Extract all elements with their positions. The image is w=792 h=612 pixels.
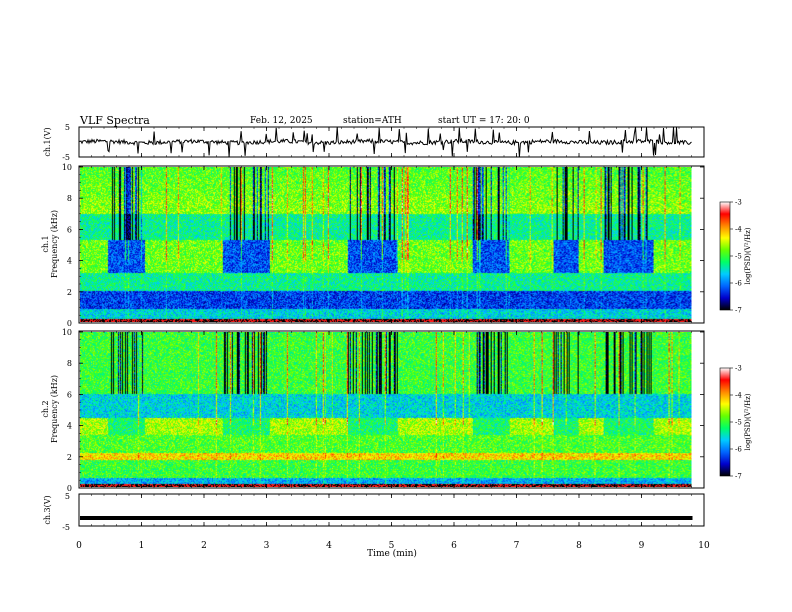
y-tick-label: 2 [67,288,72,297]
ch2-colorbar-gradient [719,367,731,477]
y-tick-label: 4 [67,422,72,431]
y-tick-label: 10 [62,328,72,337]
colorbar-tick-label: -7 [735,473,742,481]
ch1-waveform-line [78,126,692,157]
ch2-spec-ylabel-line1: ch.2 [41,400,50,417]
ch3-ytick-bottom: -5 [62,523,70,532]
y-tick-label: 10 [62,163,72,172]
y-tick-label: 6 [67,390,72,399]
ch3-waveform-panel: 5 -5 ch.3(V) [43,492,705,532]
y-tick-label: 0 [67,484,72,493]
ch1-colorbar-gradient [719,201,731,311]
ch1-colorbar-label: log(PSD)(V²/Hz) [744,227,752,284]
ch1-ytick-top: 5 [65,123,70,132]
ch3-ytick-top: 5 [65,492,70,501]
figure-station: station=ATH [343,116,402,126]
ch1-spectrogram-image [80,167,692,322]
x-tick-label: 7 [514,541,520,551]
x-tick-label: 3 [264,541,270,551]
ch1-waveform-panel: 5 -5 ch.1(V) [43,123,705,162]
colorbar-tick-label: -4 [735,226,742,234]
ch3-ylabel: ch.3(V) [43,495,52,524]
colorbar-tick-label: -7 [735,307,742,315]
ch1-spec-ylabel-line2: Frequency (kHz) [50,210,59,278]
y-tick-label: 6 [67,225,72,234]
ch1-spec-ylabel-line1: ch.1 [41,235,50,252]
y-tick-label: 8 [67,194,72,203]
ch1-spectrogram-panel: 0 2 4 6 8 10 ch.1 Frequency (kHz) [41,163,705,328]
x-tick-label: 0 [76,541,82,551]
ch3-waveform-frame [78,493,705,527]
ch2-spectrogram-panel: 0 2 4 6 8 10 ch.2 Frequency (kHz) [41,328,705,493]
figure-start-time: start UT = 17: 20: 0 [438,116,530,126]
ch2-colorbar-label: log(PSD)(V²/Hz) [744,393,752,450]
y-tick-label: 2 [67,453,72,462]
y-tick-label: 8 [67,359,72,368]
ch1-ytick-bottom: -5 [62,153,70,162]
ch1-ylabel: ch.1(V) [43,127,52,156]
colorbar-tick-label: -6 [735,446,742,454]
colorbar-tick-label: -5 [735,253,742,261]
ch2-colorbar: -3 -4 -5 -6 -7 log(PSD)(V²/Hz) [719,365,752,481]
ch3-waveform-line [80,516,693,520]
y-tick-label: 4 [67,257,72,266]
x-tick-label: 2 [201,541,207,551]
x-tick-label: 9 [639,541,645,551]
x-tick-label: 6 [451,541,457,551]
colorbar-tick-label: -4 [735,392,742,400]
time-axis-label: Time (min) [367,548,417,559]
colorbar-tick-label: -6 [735,280,742,288]
y-tick-label: 0 [67,319,72,328]
x-tick-label: 1 [139,541,145,551]
colorbar-tick-label: -3 [735,365,742,373]
x-tick-label: 10 [698,541,710,551]
time-axis: 0 1 2 3 4 5 6 7 8 9 10 [76,127,710,551]
ch1-colorbar: -3 -4 -5 -6 -7 log(PSD)(V²/Hz) [719,199,752,315]
figure-title: VLF Spectra [79,114,150,127]
figure-date: Feb. 12, 2025 [250,116,313,126]
x-tick-label: 5 [389,541,395,551]
ch2-spec-ylabel-line2: Frequency (kHz) [50,375,59,443]
x-tick-label: 4 [326,541,332,551]
colorbar-tick-label: -3 [735,199,742,207]
colorbar-tick-label: -5 [735,419,742,427]
ch2-spectrogram-image [80,332,692,487]
x-tick-label: 8 [576,541,582,551]
